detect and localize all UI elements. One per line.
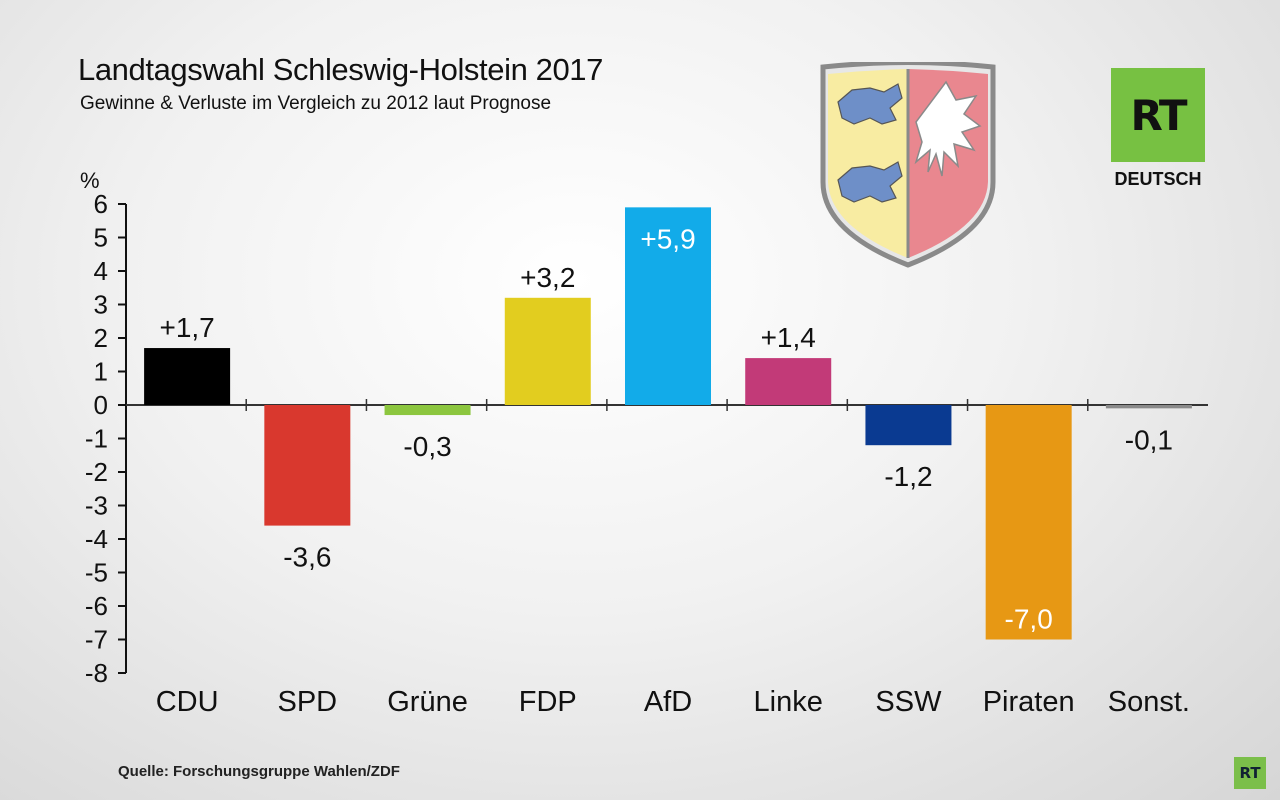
bar-spd <box>264 405 351 526</box>
y-tick-label: 1 <box>94 357 108 387</box>
coat-of-arms-icon <box>820 62 996 268</box>
bar-value-label: +3,2 <box>520 262 575 293</box>
bar-cdu <box>144 348 231 405</box>
y-tick-label: -3 <box>85 491 108 521</box>
y-axis-unit-label: % <box>80 168 100 193</box>
bar-value-label: -0,1 <box>1125 424 1173 455</box>
bar-value-label: -1,2 <box>884 461 932 492</box>
y-tick-label: 0 <box>94 390 108 420</box>
x-category-label: AfD <box>644 686 692 718</box>
rt-small-logo: RT <box>1234 757 1266 789</box>
x-category-label: FDP <box>519 686 577 718</box>
x-category-label: Piraten <box>983 686 1075 718</box>
y-tick-label: -6 <box>85 591 108 621</box>
source-note: Quelle: Forschungsgruppe Wahlen/ZDF <box>118 763 400 780</box>
bar-linke <box>745 358 832 405</box>
y-tick-label: -7 <box>85 625 108 655</box>
bar-grne <box>384 405 471 416</box>
bar-value-label: -0,3 <box>403 431 451 462</box>
y-tick-label: 3 <box>94 290 108 320</box>
rt-logo-subtitle: DEUTSCH <box>1114 169 1202 189</box>
bar-value-label: +1,4 <box>761 322 816 353</box>
bar-value-label: +1,7 <box>159 312 214 343</box>
x-category-label: Linke <box>754 686 823 718</box>
rt-logo: RT <box>1111 68 1205 162</box>
chart-subtitle: Gewinne & Verluste im Vergleich zu 2012 … <box>80 93 552 114</box>
bar-ssw <box>865 405 952 446</box>
bar-piraten <box>985 405 1072 640</box>
bar-value-label: +5,9 <box>640 223 695 254</box>
y-tick-label: -5 <box>85 558 108 588</box>
x-category-label: SPD <box>278 686 338 718</box>
y-tick-label: 6 <box>94 189 108 219</box>
y-tick-label: 4 <box>94 256 108 286</box>
x-category-label: SSW <box>875 686 942 718</box>
x-category-label: CDU <box>156 686 219 718</box>
bar-afd <box>625 207 711 405</box>
y-tick-label: -1 <box>85 424 108 454</box>
bar-sonst <box>1105 405 1192 409</box>
y-tick-label: -8 <box>85 658 108 688</box>
bar-fdp <box>504 297 591 405</box>
bar-value-label: -7,0 <box>1005 604 1053 635</box>
x-category-label: Sonst. <box>1108 686 1190 718</box>
chart-title: Landtagswahl Schleswig-Holstein 2017 <box>78 52 603 87</box>
bar-value-label: -3,6 <box>283 542 331 573</box>
y-tick-label: 2 <box>94 323 108 353</box>
y-tick-label: -2 <box>85 457 108 487</box>
x-category-label: Grüne <box>387 686 468 718</box>
y-tick-label: 5 <box>94 223 108 253</box>
y-tick-label: -4 <box>85 524 108 554</box>
